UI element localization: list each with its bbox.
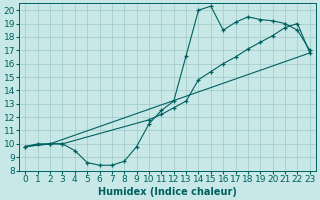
X-axis label: Humidex (Indice chaleur): Humidex (Indice chaleur)	[98, 187, 237, 197]
